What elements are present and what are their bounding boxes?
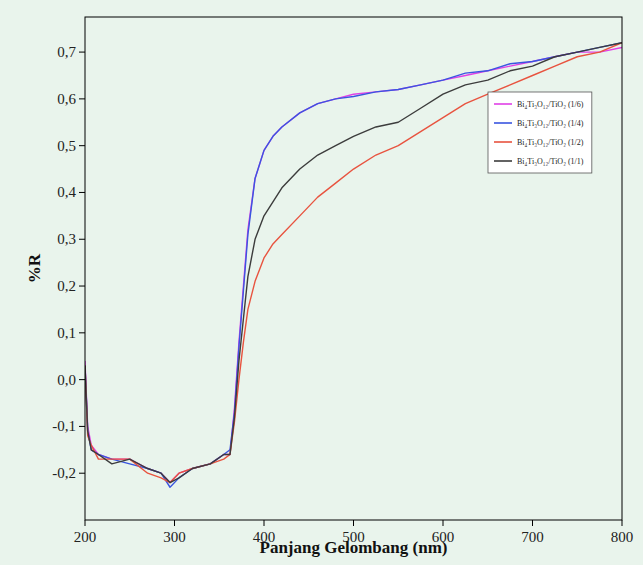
y-tick (79, 426, 85, 427)
series-line (85, 43, 622, 483)
x-tick (353, 520, 354, 526)
series-line (85, 47, 622, 482)
legend-label: Bi₄Ti₃O₁₂/TiO₂ (1/1) (517, 157, 584, 166)
y-tick-label: 0,1 (57, 325, 76, 341)
series-group (85, 43, 622, 488)
x-tick-label: 200 (74, 529, 97, 545)
y-tick (79, 192, 85, 193)
legend-swatch (494, 122, 512, 124)
x-tick (443, 520, 444, 526)
legend-label: Bi₄Ti₃O₁₂/TiO₂ (1/6) (517, 100, 584, 109)
y-tick-label: 0,2 (57, 278, 76, 294)
x-tick (532, 520, 533, 526)
y-tick (79, 145, 85, 146)
x-tick (174, 520, 175, 526)
y-tick-label: 0,6 (57, 91, 76, 107)
legend-swatch (494, 141, 512, 143)
y-tick-label: -0,2 (52, 465, 76, 481)
y-tick-label: 0,7 (57, 44, 76, 60)
chart: 200300400500600700800-0,2-0,10,00,10,20,… (0, 0, 643, 565)
x-tick-label: 800 (611, 529, 634, 545)
legend: Bi₄Ti₃O₁₂/TiO₂ (1/6) Bi₄Ti₃O₁₂/TiO₂ (1/4)… (488, 92, 592, 173)
y-tick (79, 286, 85, 287)
y-tick (79, 379, 85, 380)
y-tick (79, 98, 85, 99)
y-tick (79, 52, 85, 53)
y-tick (79, 473, 85, 474)
series-line (85, 43, 622, 488)
y-tick-label: 0,4 (57, 184, 76, 200)
y-tick-label: 0,5 (57, 138, 76, 154)
y-tick-label: 0,0 (57, 372, 76, 388)
x-tick-label: 700 (521, 529, 544, 545)
legend-label: Bi₄Ti₃O₁₂/TiO₂ (1/4) (517, 119, 584, 128)
y-tick (79, 239, 85, 240)
x-tick-label: 300 (163, 529, 186, 545)
legend-swatch (494, 103, 512, 105)
plot-frame (85, 17, 622, 520)
x-tick (264, 520, 265, 526)
legend-box (488, 92, 592, 173)
series-line (85, 43, 622, 483)
legend-swatch (494, 160, 512, 162)
y-tick-label: 0,3 (57, 231, 76, 247)
x-tick (85, 520, 86, 526)
y-axis-title: %R (25, 253, 44, 283)
x-tick (622, 520, 623, 526)
legend-label: Bi₄Ti₃O₁₂/TiO₂ (1/2) (517, 138, 584, 147)
y-tick (79, 332, 85, 333)
x-axis-title: Panjang Gelombang (nm) (260, 538, 448, 557)
y-tick-label: -0,1 (52, 418, 76, 434)
